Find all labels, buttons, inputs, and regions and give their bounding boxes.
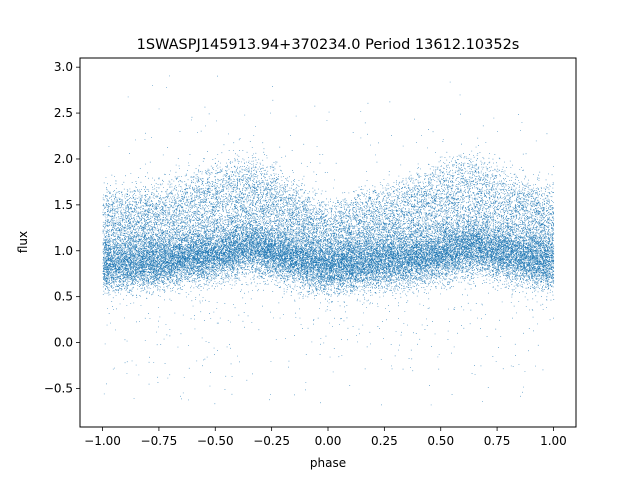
- y-tick-label: 2.0: [54, 152, 73, 166]
- x-tick-label: −0.75: [141, 434, 178, 448]
- y-axis: −0.5 0.0 0.5 1.0 1.5 2.0 2.5 3.0: [44, 60, 80, 395]
- x-tick-label: 1.00: [540, 434, 567, 448]
- x-tick-label: 0.00: [315, 434, 342, 448]
- data-points: [102, 75, 555, 406]
- y-tick-label: −0.5: [44, 381, 73, 395]
- x-tick-label: −0.25: [253, 434, 290, 448]
- scatter-points: [102, 75, 555, 406]
- x-tick-label: −0.50: [197, 434, 234, 448]
- chart-title: 1SWASPJ145913.94+370234.0 Period 13612.1…: [137, 37, 520, 53]
- y-tick-label: 1.5: [54, 198, 73, 212]
- y-axis-label: flux: [16, 231, 30, 253]
- y-tick-label: 2.5: [54, 106, 73, 120]
- y-tick-label: 3.0: [54, 60, 73, 74]
- x-tick-label: 0.50: [427, 434, 454, 448]
- y-tick-label: 1.0: [54, 244, 73, 258]
- y-tick-label: 0.0: [54, 336, 73, 350]
- x-tick-label: −1.00: [84, 434, 121, 448]
- x-tick-label: 0.25: [371, 434, 398, 448]
- y-tick-label: 0.5: [54, 290, 73, 304]
- x-axis: −1.00 −0.75 −0.50 −0.25 0.00 0.25 0.50 0.75 1.00: [84, 427, 567, 448]
- x-axis-label: phase: [310, 456, 346, 470]
- x-tick-label: 0.75: [484, 434, 511, 448]
